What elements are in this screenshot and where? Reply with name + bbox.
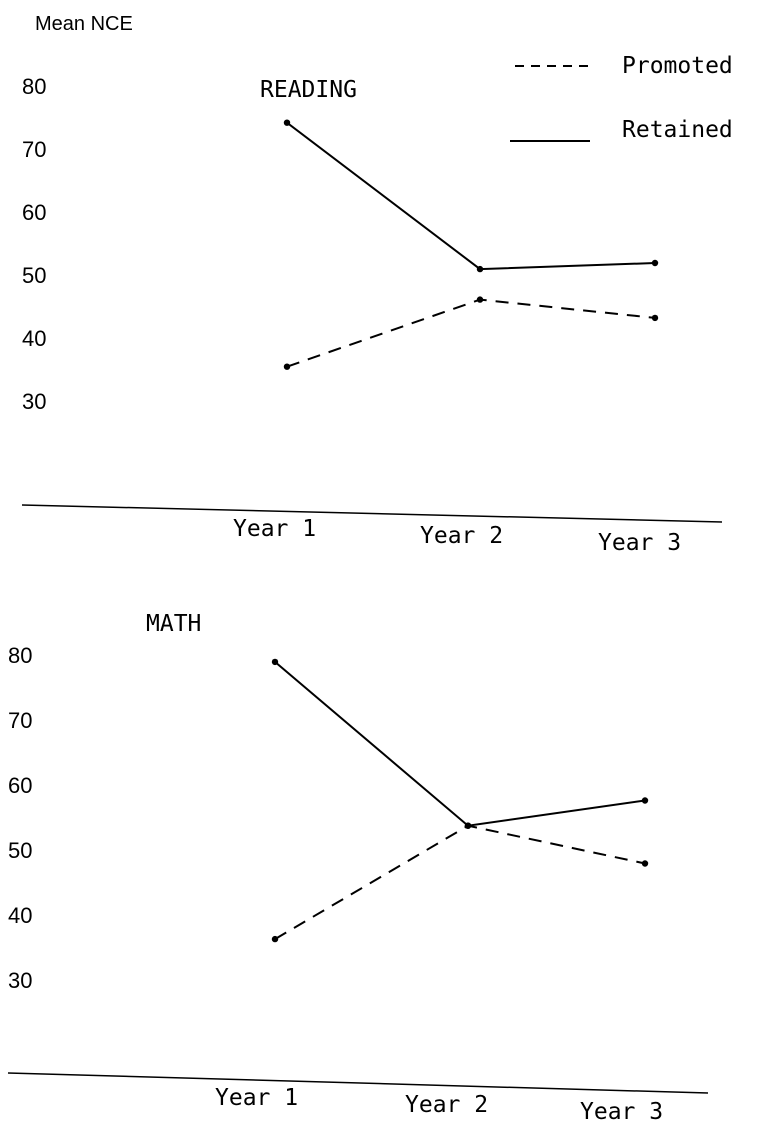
math-x-ticks: Year 1 Year 2 Year 3 (215, 1085, 663, 1125)
math-title: MATH (146, 611, 201, 637)
math-promoted-line (274, 824, 646, 940)
reading-retained-point (476, 265, 484, 273)
reading-x-tick-label: Year 3 (598, 530, 681, 556)
y-axis-label: Mean NCE (35, 13, 133, 35)
reading-chart: READING 80 70 60 50 40 30 Year 1 Year 2 Year 3 (21, 74, 723, 556)
reading-promoted-point (476, 296, 484, 303)
math-y-tick-label: 70 (8, 708, 32, 733)
math-promoted-point (641, 860, 649, 867)
reading-retained-point (283, 119, 291, 126)
math-retained-point (641, 797, 649, 804)
reading-y-tick-label: 40 (22, 326, 46, 351)
reading-y-tick-label: 80 (22, 74, 46, 99)
math-retained-line (274, 661, 646, 827)
reading-y-ticks: 80 70 60 50 40 30 (22, 74, 46, 414)
reading-y-tick-label: 50 (22, 263, 46, 288)
math-retained-point (271, 658, 279, 666)
reading-y-tick-label: 60 (22, 200, 46, 225)
reading-series (283, 119, 659, 370)
math-y-tick-label: 50 (8, 838, 32, 863)
reading-retained-line (286, 121, 656, 271)
reading-promoted-line (286, 298, 656, 368)
reading-promoted-point (283, 363, 291, 370)
math-x-tick-label: Year 1 (215, 1085, 298, 1111)
math-retained-point (464, 822, 472, 829)
reading-promoted-point (651, 314, 659, 322)
math-chart: MATH 80 70 60 50 40 30 Year 1 Year 2 Year 3 (7, 611, 709, 1125)
math-x-axis (7, 1072, 709, 1094)
legend-retained-label: Retained (622, 117, 733, 143)
reading-x-tick-label: Year 1 (233, 516, 316, 542)
math-y-tick-label: 30 (8, 968, 32, 993)
math-promoted-point (271, 935, 279, 943)
legend: Promoted Retained (510, 53, 733, 143)
math-y-tick-label: 80 (8, 643, 32, 668)
reading-x-ticks: Year 1 Year 2 Year 3 (233, 516, 681, 556)
math-x-tick-label: Year 2 (405, 1092, 488, 1118)
reading-y-tick-label: 30 (22, 389, 46, 414)
math-y-tick-label: 60 (8, 773, 32, 798)
math-x-tick-label: Year 3 (580, 1099, 663, 1125)
reading-y-tick-label: 70 (22, 137, 46, 162)
reading-title: READING (260, 77, 357, 103)
reading-x-tick-label: Year 2 (420, 523, 503, 549)
reading-x-axis (21, 504, 723, 523)
legend-promoted-label: Promoted (622, 53, 733, 79)
reading-retained-point (651, 259, 659, 267)
math-y-ticks: 80 70 60 50 40 30 (8, 643, 32, 993)
math-y-tick-label: 40 (8, 903, 32, 928)
math-series (271, 658, 649, 943)
